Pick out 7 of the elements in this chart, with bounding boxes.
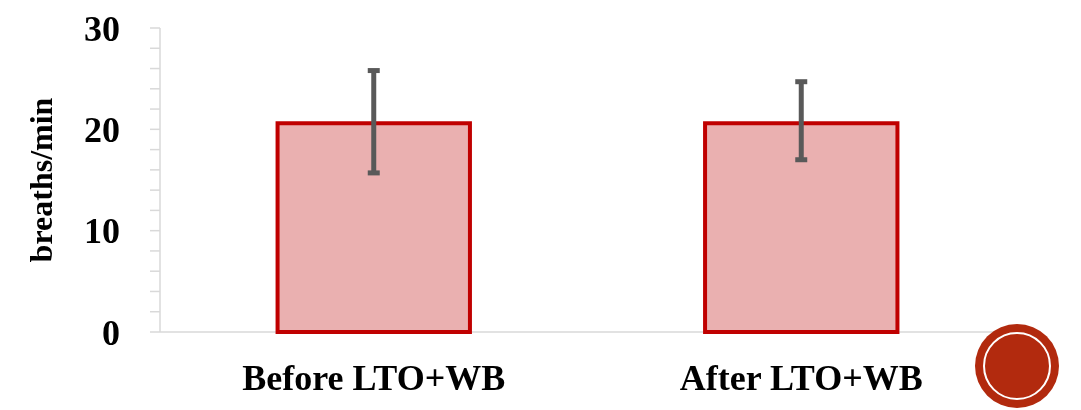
y-tick-label: 10 [84, 211, 120, 252]
y-axis-title: breaths/min [23, 97, 59, 263]
y-tick-label: 20 [84, 109, 120, 150]
y-tick-label: 30 [84, 8, 120, 49]
x-tick-label: Before LTO+WB [242, 358, 506, 398]
y-tick-label: 0 [102, 312, 120, 353]
x-tick-label: After LTO+WB [679, 358, 923, 398]
